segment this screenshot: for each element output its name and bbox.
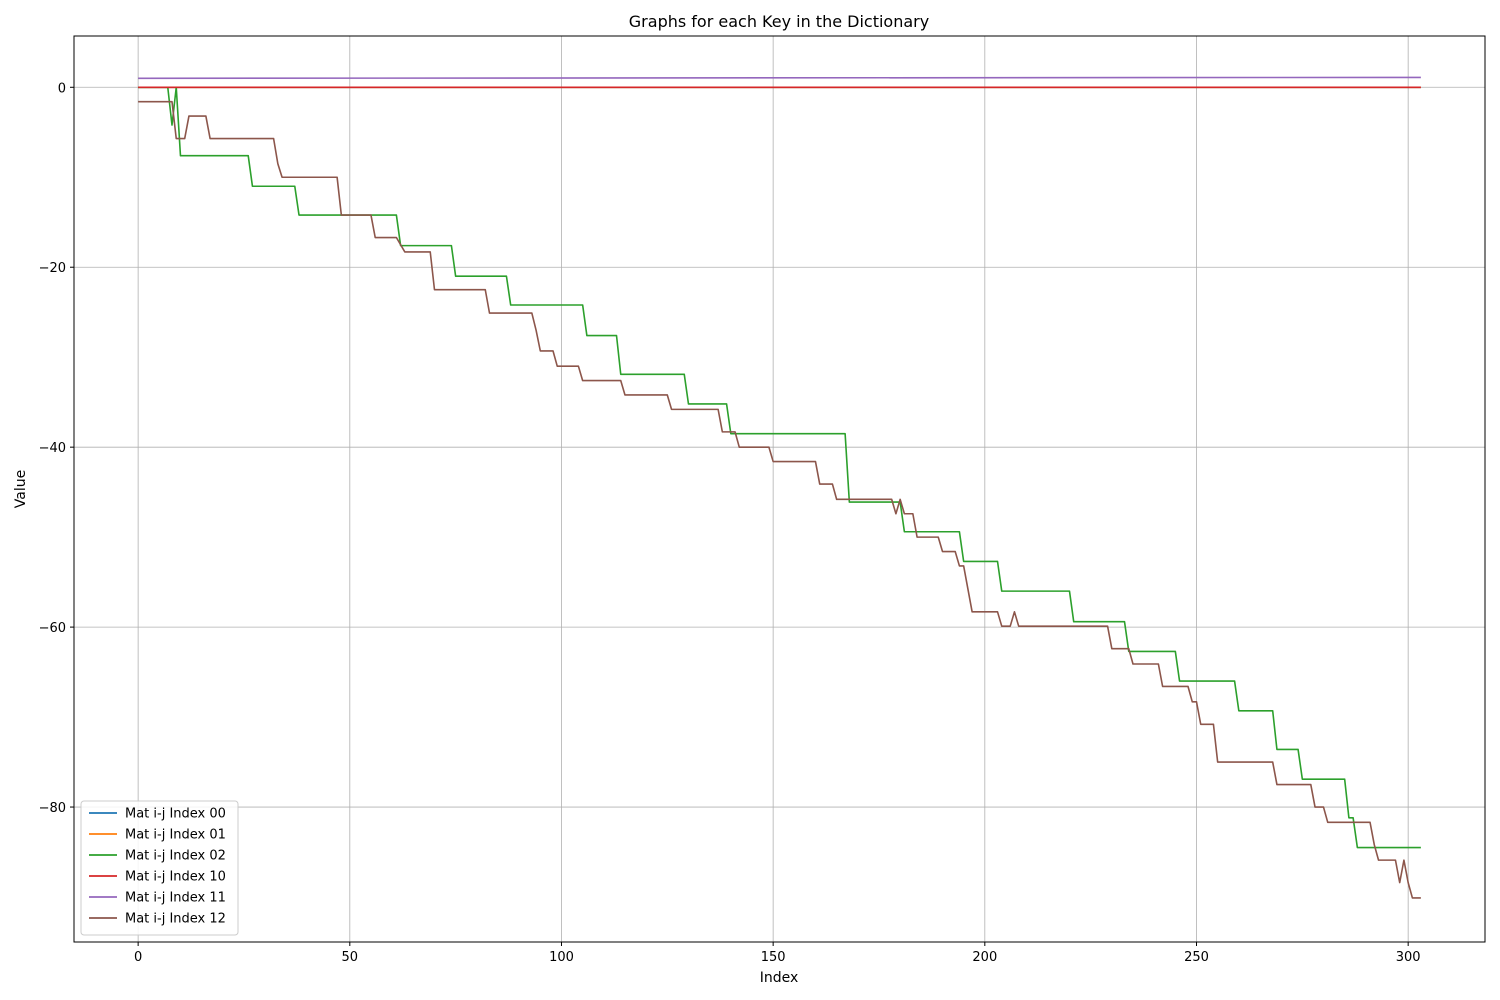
x-tick-label: 200 bbox=[972, 950, 997, 965]
legend-label: Mat i-j Index 01 bbox=[125, 828, 226, 843]
x-tick-label: 50 bbox=[342, 950, 359, 965]
series-line-mat-i-j-index-11 bbox=[138, 76, 1421, 80]
y-tick-label: −40 bbox=[39, 441, 66, 456]
y-tick-label: 0 bbox=[58, 81, 66, 96]
grid-lines bbox=[74, 36, 1485, 942]
x-axis-title: Index bbox=[760, 970, 799, 986]
series-lines bbox=[138, 76, 1421, 899]
legend-label: Mat i-j Index 00 bbox=[125, 807, 226, 822]
y-tick-label: −80 bbox=[39, 801, 66, 816]
series-line-mat-i-j-index-02 bbox=[138, 86, 1421, 849]
y-tick-label: −60 bbox=[39, 621, 66, 636]
x-tick-label: 100 bbox=[549, 950, 574, 965]
x-tick-label: 0 bbox=[134, 950, 142, 965]
plot-area-frame bbox=[73, 35, 1486, 943]
x-tick-label: 150 bbox=[761, 950, 786, 965]
legend-label: Mat i-j Index 10 bbox=[125, 870, 226, 885]
legend: Mat i-j Index 00 Mat i-j Index 01 Mat i-j … bbox=[80, 800, 239, 936]
chart-title: Graphs for each Key in the Dictionary bbox=[629, 12, 929, 31]
x-tick-label: 300 bbox=[1396, 950, 1421, 965]
legend-label: Mat i-j Index 12 bbox=[125, 912, 226, 927]
axis-ticks: 0 50 100 150 200 250 300 0 −20 −40 −60 −80 bbox=[39, 81, 1421, 965]
legend-label: Mat i-j Index 11 bbox=[125, 891, 226, 906]
legend-box bbox=[80, 800, 239, 936]
x-tick-label: 250 bbox=[1184, 950, 1209, 965]
series-line-mat-i-j-index-12 bbox=[138, 100, 1421, 899]
y-tick-label: −20 bbox=[39, 261, 66, 276]
y-axis-title: Value bbox=[13, 470, 29, 508]
legend-label: Mat i-j Index 02 bbox=[125, 849, 226, 864]
